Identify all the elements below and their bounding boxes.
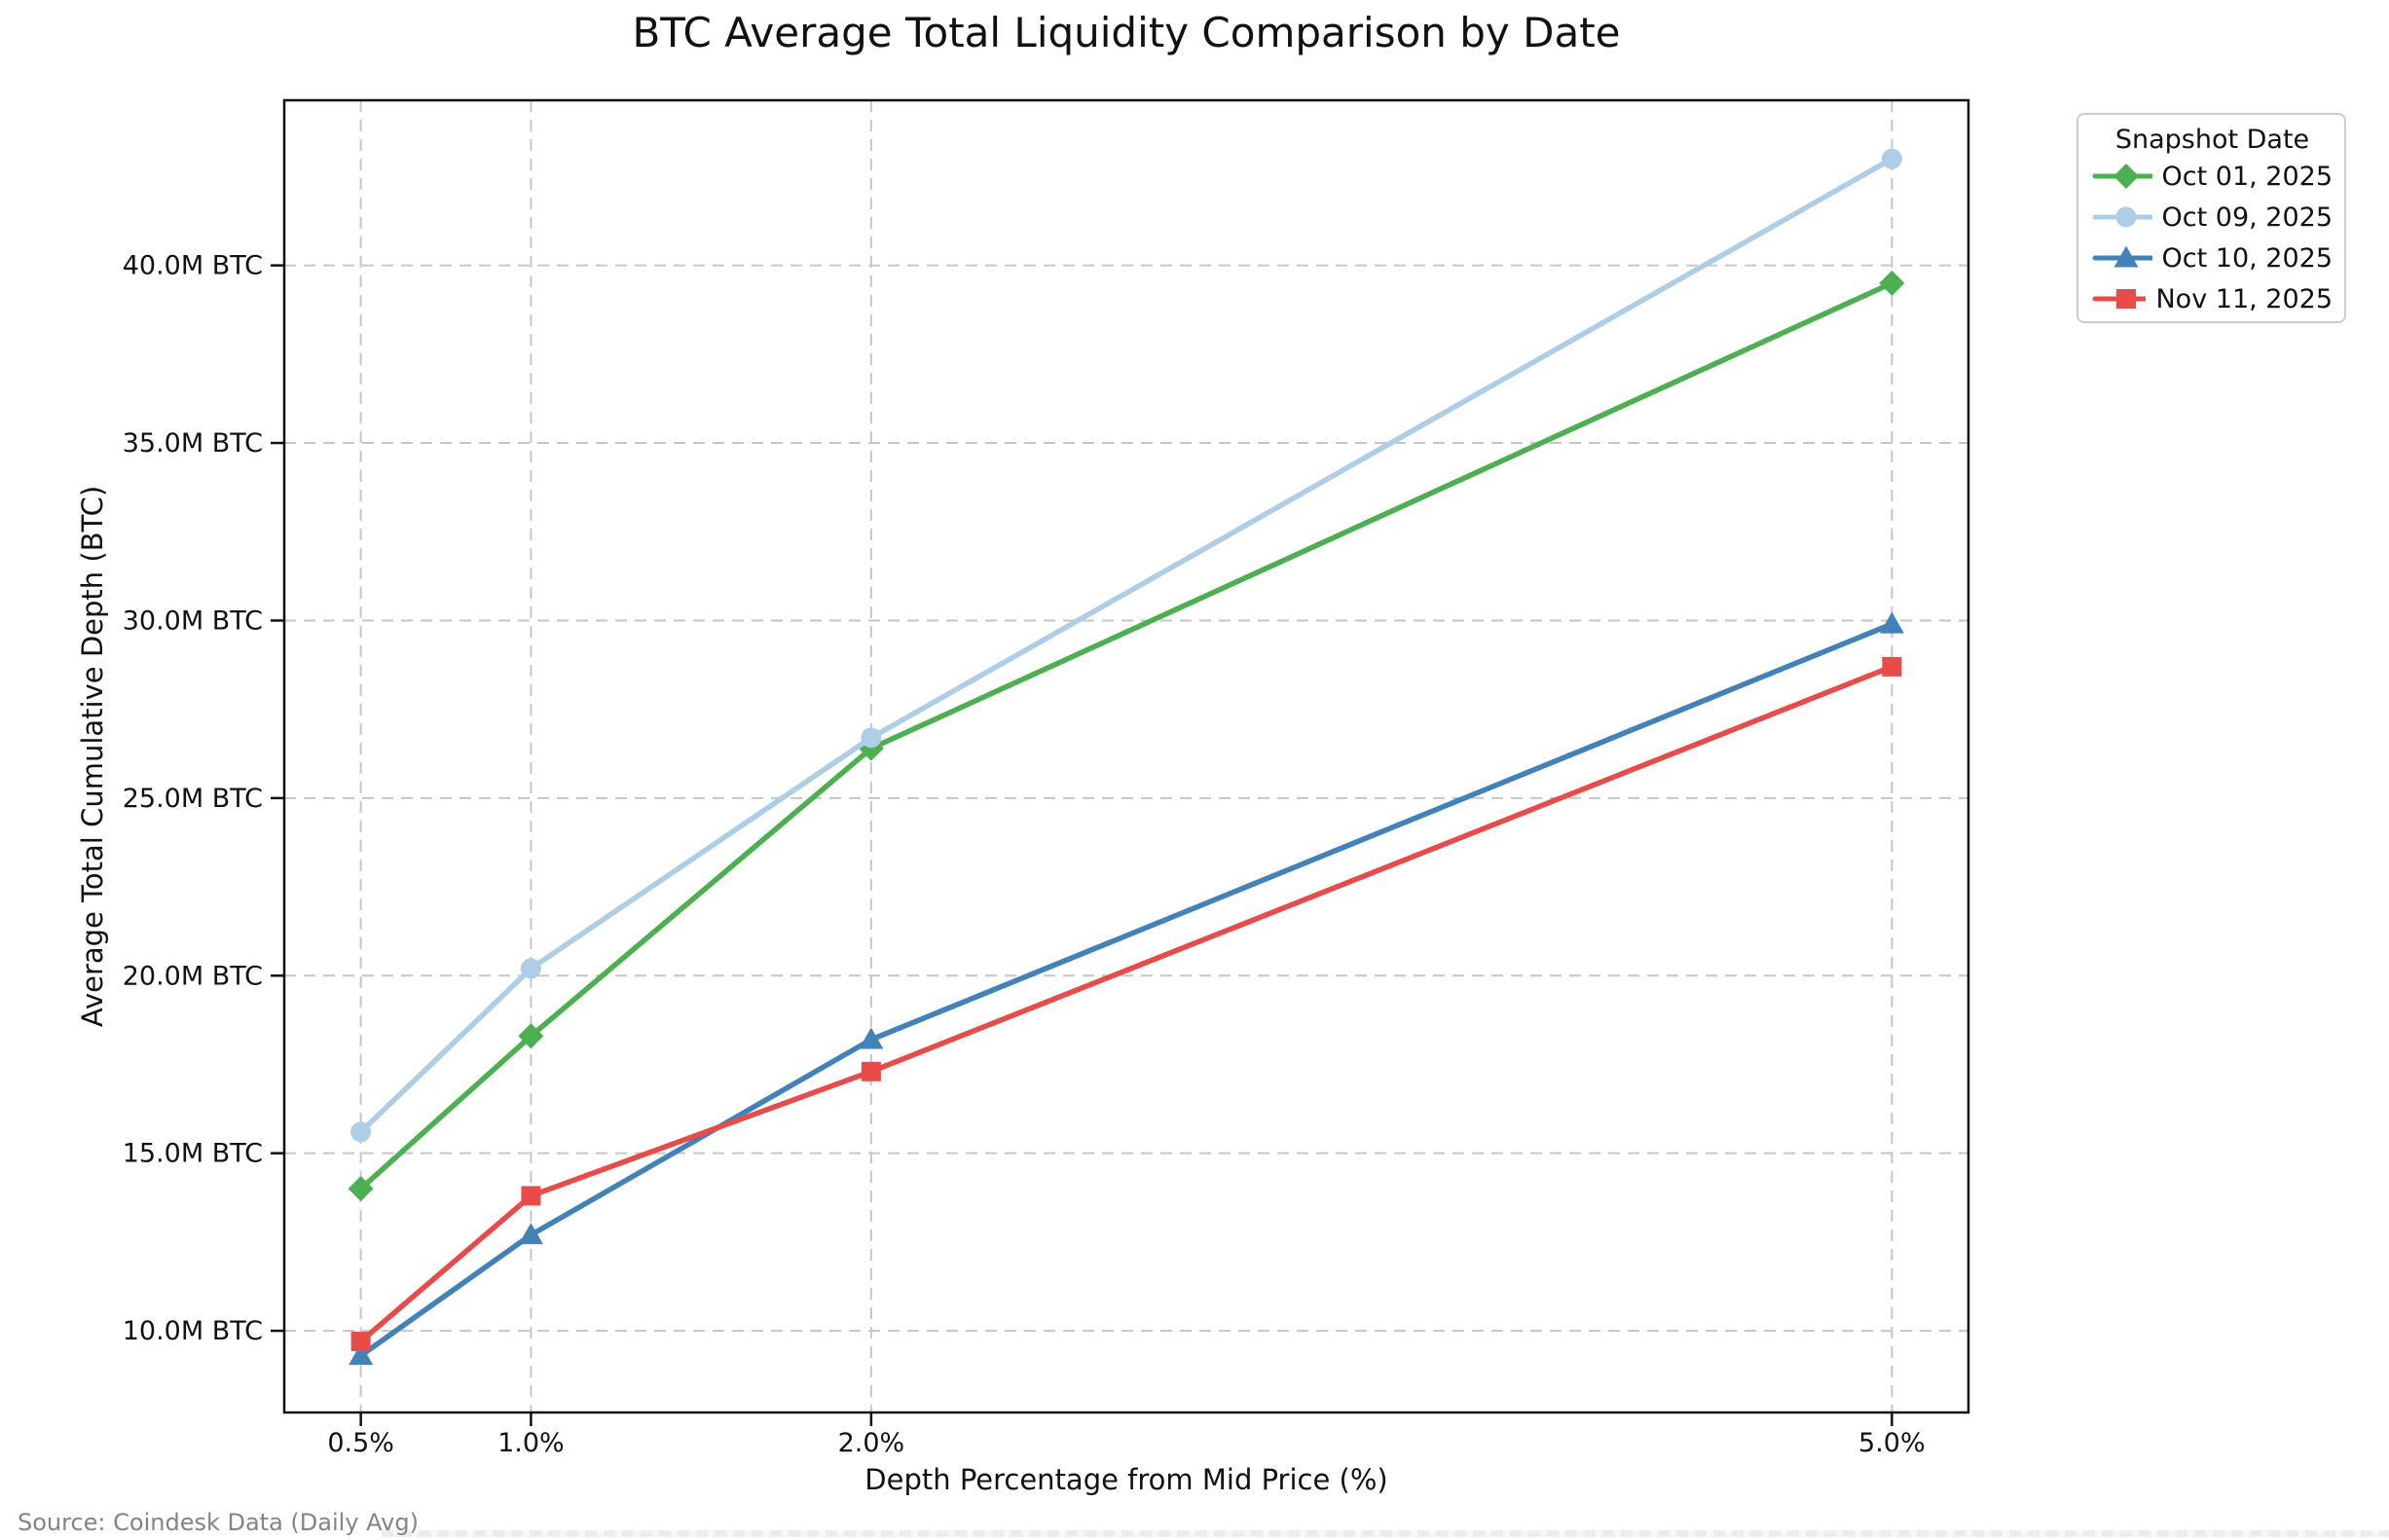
y-tick-label: 15.0M BTC [123,1139,263,1169]
legend-marker-sample [2092,245,2152,268]
y-tick-label: 35.0M BTC [123,428,263,458]
diamond-marker [1879,270,1905,296]
square-marker [350,1332,371,1352]
series-oct-10-2025 [349,611,1904,1366]
circle-marker [2115,206,2137,228]
x-tick-label: 2.0% [838,1428,905,1458]
plot-border [282,98,1970,1414]
triangle-marker [859,1027,884,1049]
series-line [357,621,1895,1359]
legend-title: Snapshot Date [2114,125,2310,155]
x-tick-label: 1.0% [497,1428,565,1458]
legend-marker-sample [2092,164,2152,189]
series-nov-11-2025 [350,656,1902,1352]
series-oct-09-2025 [350,148,1902,1143]
triangle-marker [2113,245,2139,268]
series-line [357,280,1895,1192]
y-tick-label: 30.0M BTC [123,605,263,636]
legend-item-label: Nov 11, 2025 [2155,283,2333,314]
legend-item-label: Oct 01, 2025 [2161,161,2334,192]
circle-marker [350,1121,372,1143]
source-note: Source: Coindesk Data (Daily Avg) [18,1509,419,1536]
y-tick-label: 20.0M BTC [123,961,263,991]
square-marker [861,1061,881,1082]
series-oct-01-2025 [348,270,1905,1202]
y-tick-label: 10.0M BTC [123,1316,263,1346]
legend-item: Oct 09, 2025 [2092,197,2333,238]
square-marker [521,1186,541,1206]
legend-item-label: Oct 09, 2025 [2161,202,2334,233]
circle-marker [861,727,882,749]
x-axis-label: Depth Percentage from Mid Price (%) [864,1463,1388,1496]
x-tick-label: 5.0% [1858,1428,1926,1458]
diamond-marker [518,1023,544,1049]
y-tick-label: 40.0M BTC [123,251,263,281]
circle-marker [520,958,541,979]
diamond-marker [2113,164,2139,189]
legend: Snapshot Date Oct 01, 2025 Oct 09, 2025 Oc… [2077,113,2346,323]
legend-item: Nov 11, 2025 [2092,278,2333,319]
legend-marker-sample [2092,206,2152,228]
triangle-marker [518,1223,543,1245]
square-marker [2116,289,2136,309]
diamond-marker [348,1176,374,1202]
y-tick-label: 25.0M BTC [123,784,263,814]
legend-item-label: Oct 10, 2025 [2161,242,2334,274]
legend-marker-sample [2092,289,2147,309]
chart-title: BTC Average Total Liquidity Comparison b… [632,9,1621,56]
circle-marker [1881,148,1902,169]
legend-items: Oct 01, 2025 Oct 09, 2025 Oct 10, 2025 Nov … [2092,156,2333,319]
triangle-marker [349,1343,374,1366]
bottom-edge-artifact [382,1530,2389,1537]
square-marker [1882,656,1902,677]
series-line [357,664,1895,1344]
triangle-marker [1879,611,1904,634]
legend-item: Oct 10, 2025 [2092,238,2333,278]
series-line [357,156,1895,1135]
legend-item: Oct 01, 2025 [2092,156,2333,197]
x-tick-label: 0.5% [327,1428,394,1458]
